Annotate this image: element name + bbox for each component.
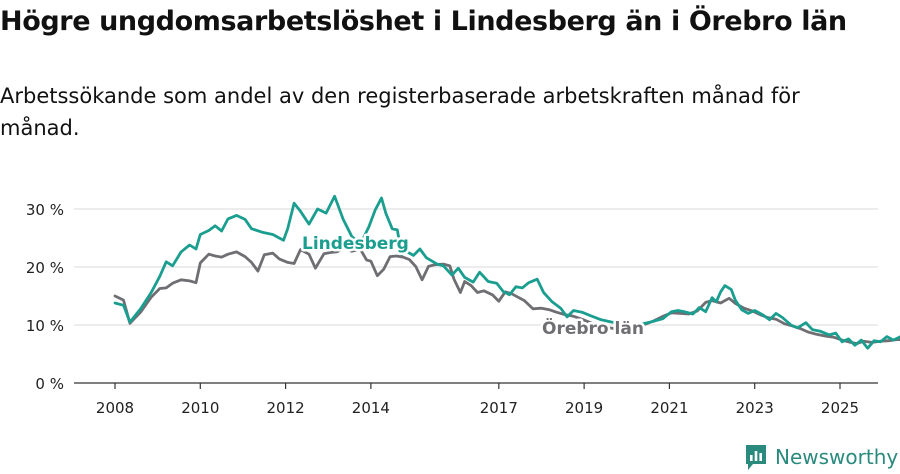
x-tick-label: 2019	[565, 399, 603, 417]
series-label-lindesberg: Lindesberg	[302, 234, 409, 254]
x-tick-label: 2012	[266, 399, 304, 417]
series-label-orebro-halo: Örebro län	[542, 317, 644, 339]
brand-logo[interactable]: Newsworthy	[744, 442, 898, 472]
y-tick-label: 30 %	[26, 201, 64, 219]
x-tick-label: 2008	[96, 399, 134, 417]
y-axis: 0 % 10 % 20 % 30 %	[26, 201, 64, 393]
series-lines	[113, 194, 900, 350]
chart-title: Högre ungdomsarbetslöshet i Lindesberg ä…	[0, 6, 847, 37]
x-tick-label: 2010	[181, 399, 219, 417]
y-tick-label: 0 %	[35, 375, 64, 393]
x-tick-label: 2014	[352, 399, 390, 417]
chart-subtitle: Arbetssökande som andel av den registerb…	[0, 84, 800, 140]
y-tick-label: 10 %	[26, 317, 64, 335]
x-tick-label: 2023	[736, 399, 774, 417]
series-label-lindesberg-halo: Lindesberg	[302, 234, 409, 254]
gridlines	[74, 208, 878, 326]
brand-name: Newsworthy	[775, 445, 899, 469]
x-tick-label: 2021	[650, 399, 688, 417]
x-tick-label: 2025	[821, 399, 859, 417]
newsworthy-logo-icon	[746, 444, 766, 470]
series-line-orebro	[113, 246, 900, 345]
x-axis: 2008 2010 2012 2014 2017 2019 2021 2023 2025	[74, 382, 878, 417]
x-tick-label: 2017	[480, 399, 518, 417]
series-line-lindesberg	[113, 194, 900, 350]
series-label-orebro: Örebro län	[542, 317, 644, 339]
y-tick-label: 20 %	[26, 259, 64, 277]
